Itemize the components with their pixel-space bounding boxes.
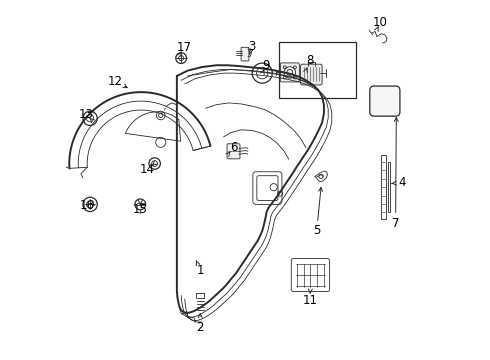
FancyBboxPatch shape bbox=[227, 144, 240, 159]
Text: 12: 12 bbox=[108, 75, 122, 88]
Text: 6: 6 bbox=[230, 141, 237, 154]
Text: 10: 10 bbox=[373, 16, 388, 29]
Text: 3: 3 bbox=[248, 40, 255, 53]
Text: 11: 11 bbox=[303, 294, 318, 307]
Text: 17: 17 bbox=[176, 41, 192, 54]
Bar bbox=[279, 42, 356, 98]
FancyBboxPatch shape bbox=[300, 64, 322, 85]
Text: 1: 1 bbox=[196, 264, 204, 277]
FancyBboxPatch shape bbox=[370, 86, 400, 116]
Text: 16: 16 bbox=[80, 199, 95, 212]
Text: 2: 2 bbox=[196, 320, 204, 333]
Text: 14: 14 bbox=[140, 163, 155, 176]
Text: 9: 9 bbox=[262, 59, 270, 72]
Text: 5: 5 bbox=[313, 224, 320, 238]
Bar bbox=[381, 155, 386, 220]
Text: 8: 8 bbox=[306, 54, 313, 67]
Text: 13: 13 bbox=[79, 108, 94, 121]
FancyBboxPatch shape bbox=[241, 47, 249, 61]
Text: 4: 4 bbox=[398, 176, 406, 189]
Text: 15: 15 bbox=[133, 203, 147, 216]
FancyBboxPatch shape bbox=[291, 258, 330, 292]
FancyBboxPatch shape bbox=[280, 63, 299, 82]
Bar bbox=[388, 162, 391, 212]
Text: 7: 7 bbox=[392, 216, 399, 230]
